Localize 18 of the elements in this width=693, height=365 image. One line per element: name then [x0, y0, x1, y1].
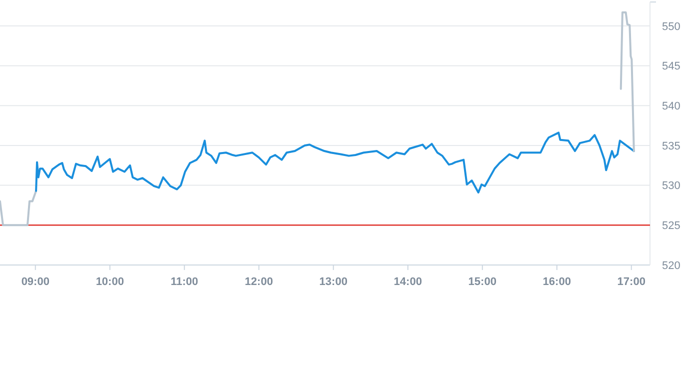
x-tick-label: 09:00 [21, 276, 50, 288]
y-tick-label: 540 [662, 100, 680, 112]
x-tick-label: 16:00 [542, 276, 571, 288]
x-tick-label: 14:00 [394, 276, 422, 288]
x-tick-label: 10:00 [96, 276, 124, 288]
x-tick-label: 15:00 [468, 276, 496, 288]
y-tick-label: 520 [662, 260, 680, 272]
line-series [35, 132, 635, 194]
y-tick-label: 545 [662, 60, 680, 73]
line-series [620, 11, 635, 152]
x-tick-label: 13:00 [319, 276, 348, 288]
y-tick-label: 550 [662, 20, 680, 33]
y-tick-label: 530 [662, 180, 680, 192]
y-tick-label: 535 [662, 140, 680, 152]
x-tick-label: 17:00 [617, 276, 646, 288]
x-tick-label: 12:00 [244, 276, 273, 288]
y-tick-label: 525 [662, 220, 680, 232]
x-tick-label: 11:00 [170, 276, 198, 288]
